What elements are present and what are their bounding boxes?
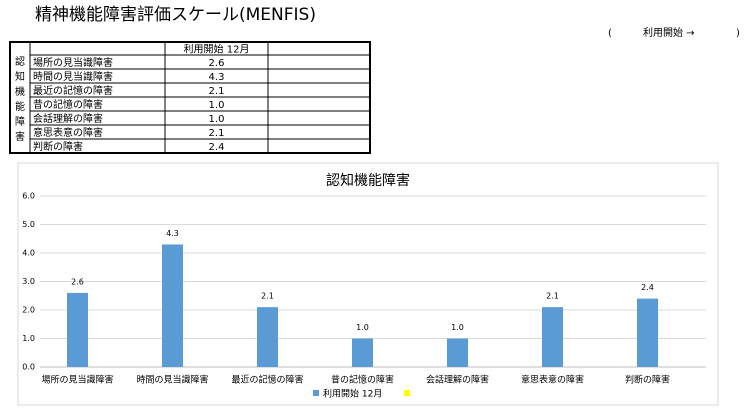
table-outline bbox=[9, 41, 371, 154]
bar bbox=[637, 298, 658, 367]
bar bbox=[67, 292, 88, 367]
row-value: 2.1 bbox=[209, 128, 225, 139]
side-label-char: 障 bbox=[15, 115, 25, 128]
y-tick-label: 1.0 bbox=[22, 334, 35, 343]
data-label: 1.0 bbox=[451, 323, 464, 332]
y-tick-label: 6.0 bbox=[22, 192, 35, 201]
bar bbox=[162, 244, 183, 367]
data-label: 2.6 bbox=[71, 277, 84, 286]
row-value: 2.6 bbox=[209, 58, 225, 69]
data-label: 2.1 bbox=[261, 292, 274, 301]
row-name: 判断の障害 bbox=[33, 140, 83, 153]
row-name: 最近の記憶の障害 bbox=[33, 84, 113, 97]
side-label-char: 知 bbox=[15, 70, 25, 83]
row-value: 4.3 bbox=[209, 72, 225, 83]
y-tick-label: 5.0 bbox=[22, 220, 35, 229]
row-value: 1.0 bbox=[209, 100, 225, 111]
data-label: 2.4 bbox=[641, 283, 654, 292]
chart-title: 認知機能障害 bbox=[326, 172, 410, 189]
bar bbox=[352, 338, 373, 367]
x-tick-label: 時間の見当識障害 bbox=[136, 374, 208, 386]
side-label-char: 認 bbox=[15, 55, 25, 68]
row-name: 昔の記憶の障害 bbox=[33, 98, 103, 111]
row-name: 会話理解の障害 bbox=[33, 112, 103, 125]
bracket-close: ) bbox=[736, 28, 740, 39]
bar bbox=[447, 338, 468, 367]
data-label: 2.1 bbox=[546, 292, 559, 301]
row-name: 場所の見当識障害 bbox=[33, 56, 113, 69]
y-tick-label: 3.0 bbox=[22, 277, 35, 286]
row-value: 2.4 bbox=[209, 142, 225, 153]
data-label: 4.3 bbox=[166, 229, 179, 238]
x-tick-label: 会話理解の障害 bbox=[426, 374, 489, 386]
legend-swatch-empty bbox=[404, 390, 410, 396]
page-title: 精神機能障害評価スケール(MENFIS) bbox=[35, 5, 316, 25]
table-header: 利用開始 12月 bbox=[184, 43, 250, 56]
x-tick-label: 最近の記憶の障害 bbox=[231, 374, 303, 386]
side-label-char: 機 bbox=[15, 85, 25, 98]
bar bbox=[542, 307, 563, 367]
data-label: 1.0 bbox=[356, 323, 369, 332]
side-label-char: 害 bbox=[15, 130, 25, 143]
x-tick-label: 場所の見当識障害 bbox=[41, 374, 113, 386]
y-tick-label: 0.0 bbox=[22, 363, 35, 372]
row-value: 1.0 bbox=[209, 114, 225, 125]
x-tick-label: 判断の障害 bbox=[625, 374, 670, 386]
bracket-open: ( bbox=[608, 28, 612, 39]
legend-swatch bbox=[313, 390, 319, 396]
x-tick-label: 昔の記憶の障害 bbox=[331, 374, 394, 386]
row-value: 2.1 bbox=[209, 86, 225, 97]
row-name: 時間の見当識障害 bbox=[33, 70, 113, 83]
chart-frame bbox=[17, 162, 719, 406]
header-right-label: 利用開始 → bbox=[643, 26, 695, 39]
legend-label: 利用開始 12月 bbox=[323, 388, 382, 400]
bar bbox=[257, 307, 278, 367]
row-name: 意思表意の障害 bbox=[33, 126, 103, 139]
y-tick-label: 4.0 bbox=[22, 249, 35, 258]
x-tick-label: 意思表意の障害 bbox=[521, 374, 584, 386]
side-label-char: 能 bbox=[15, 100, 25, 113]
y-tick-label: 2.0 bbox=[22, 306, 35, 315]
